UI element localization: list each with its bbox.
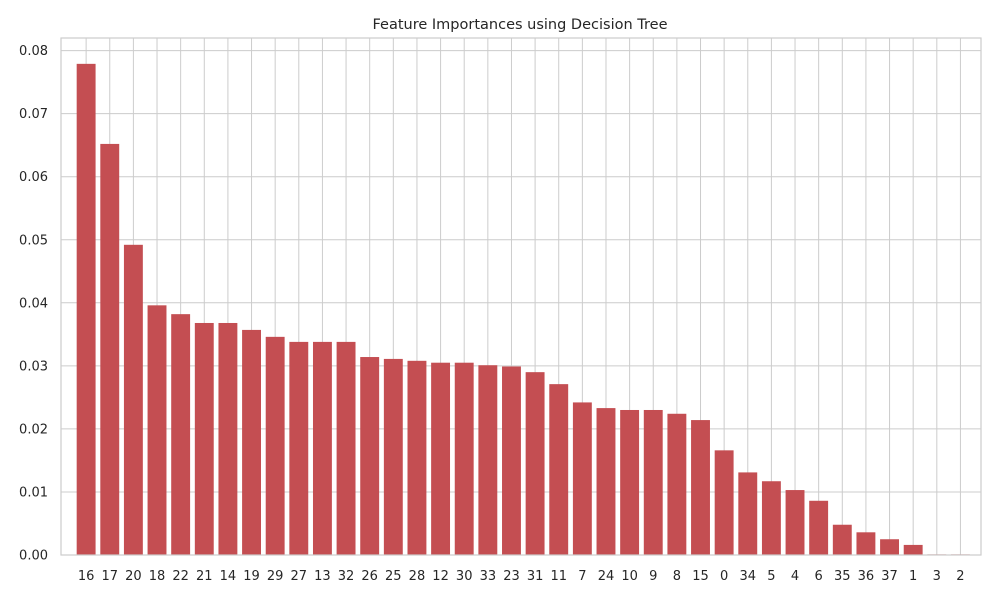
x-tick-label: 21 (196, 569, 213, 584)
x-tick-label: 1 (909, 569, 917, 584)
plot-frame (60, 37, 982, 556)
x-tick-label: 33 (480, 569, 497, 584)
plot-border (60, 37, 982, 556)
y-tick-labels: 0.00 0.01 0.02 0.03 0.04 0.05 0.06 0.07 0.08 (19, 44, 48, 563)
bar-24 (596, 408, 616, 555)
bar-26 (360, 357, 380, 555)
x-tick-label: 19 (243, 569, 260, 584)
bar-27 (289, 341, 309, 555)
x-tick-label: 10 (621, 569, 638, 584)
x-tick-label: 26 (361, 569, 378, 584)
bar-33 (478, 365, 498, 555)
x-tick-label: 29 (267, 569, 284, 584)
bar-6 (809, 500, 829, 555)
x-tick-label: 8 (673, 569, 681, 584)
x-tick-label: 7 (578, 569, 586, 584)
bar-14 (218, 322, 238, 555)
bar-7 (572, 402, 592, 555)
bar-17 (100, 143, 120, 556)
bar-28 (407, 360, 427, 555)
x-tick-label: 6 (815, 569, 823, 584)
x-tick-label: 0 (720, 569, 728, 584)
x-tick-label: 2 (956, 569, 964, 584)
x-tick-label: 17 (101, 569, 118, 584)
x-tick-label: 24 (598, 569, 615, 584)
bar-35 (832, 524, 852, 555)
bar-11 (549, 384, 569, 555)
chart-title: Feature Importances using Decision Tree (373, 17, 668, 33)
y-tick-label: 0.02 (19, 422, 48, 437)
y-tick-label: 0.03 (19, 359, 48, 374)
bar-22 (171, 314, 191, 555)
bar-4 (785, 490, 805, 555)
bar-5 (761, 481, 781, 555)
x-tick-label: 13 (314, 569, 331, 584)
bar-8 (667, 413, 687, 555)
bar-36 (856, 532, 876, 555)
bar-12 (431, 362, 451, 555)
x-tick-label: 31 (527, 569, 544, 584)
x-tick-label: 14 (220, 569, 237, 584)
y-tick-label: 0.08 (19, 44, 48, 59)
x-tick-label: 35 (834, 569, 851, 584)
bar-25 (383, 358, 403, 555)
x-tick-label: 37 (881, 569, 898, 584)
bar-34 (738, 472, 758, 555)
x-tick-label: 32 (338, 569, 355, 584)
x-tick-label: 9 (649, 569, 657, 584)
x-tick-label: 27 (291, 569, 308, 584)
x-tick-label: 12 (432, 569, 449, 584)
x-tick-label: 36 (858, 569, 875, 584)
bar-37 (880, 539, 899, 555)
bar-29 (265, 336, 285, 555)
x-tick-label: 20 (125, 569, 142, 584)
x-tick-label: 34 (739, 569, 756, 584)
bar-18 (147, 305, 167, 555)
x-tick-label: 16 (78, 569, 95, 584)
x-tick-label: 28 (409, 569, 426, 584)
x-tick-label: 22 (172, 569, 189, 584)
y-tick-label: 0.05 (19, 233, 48, 248)
y-tick-label: 0.01 (19, 485, 48, 500)
x-tick-label: 23 (503, 569, 520, 584)
x-tick-label: 30 (456, 569, 473, 584)
bar-30 (454, 362, 474, 555)
x-tick-label: 18 (149, 569, 166, 584)
bar-23 (502, 366, 521, 555)
x-tick-labels: 16 17 20 18 22 21 14 19 29 27 13 32 26 25 28 12 30 33 23 31… (78, 569, 965, 584)
x-tick-label: 5 (767, 569, 775, 584)
x-tick-label: 3 (933, 569, 941, 584)
bar-32 (336, 341, 356, 555)
x-tick-label: 11 (550, 569, 567, 584)
bar-16 (76, 63, 96, 555)
bar-0 (714, 450, 734, 555)
bars (76, 63, 970, 556)
bar-1 (903, 544, 923, 555)
y-tick-label: 0.04 (19, 296, 48, 311)
x-tick-label: 25 (385, 569, 402, 584)
bar-9 (643, 409, 663, 555)
bar-21 (194, 322, 214, 555)
bar-20 (123, 244, 143, 556)
bar-19 (242, 329, 261, 555)
x-tick-label: 15 (692, 569, 709, 584)
bar-31 (525, 372, 545, 555)
y-tick-label: 0.06 (19, 170, 48, 185)
y-tick-label: 0.00 (19, 549, 48, 564)
bar-13 (312, 341, 332, 555)
x-tick-label: 4 (791, 569, 799, 584)
y-tick-label: 0.07 (19, 107, 48, 122)
bar-15 (691, 420, 710, 555)
bar-10 (620, 409, 640, 555)
